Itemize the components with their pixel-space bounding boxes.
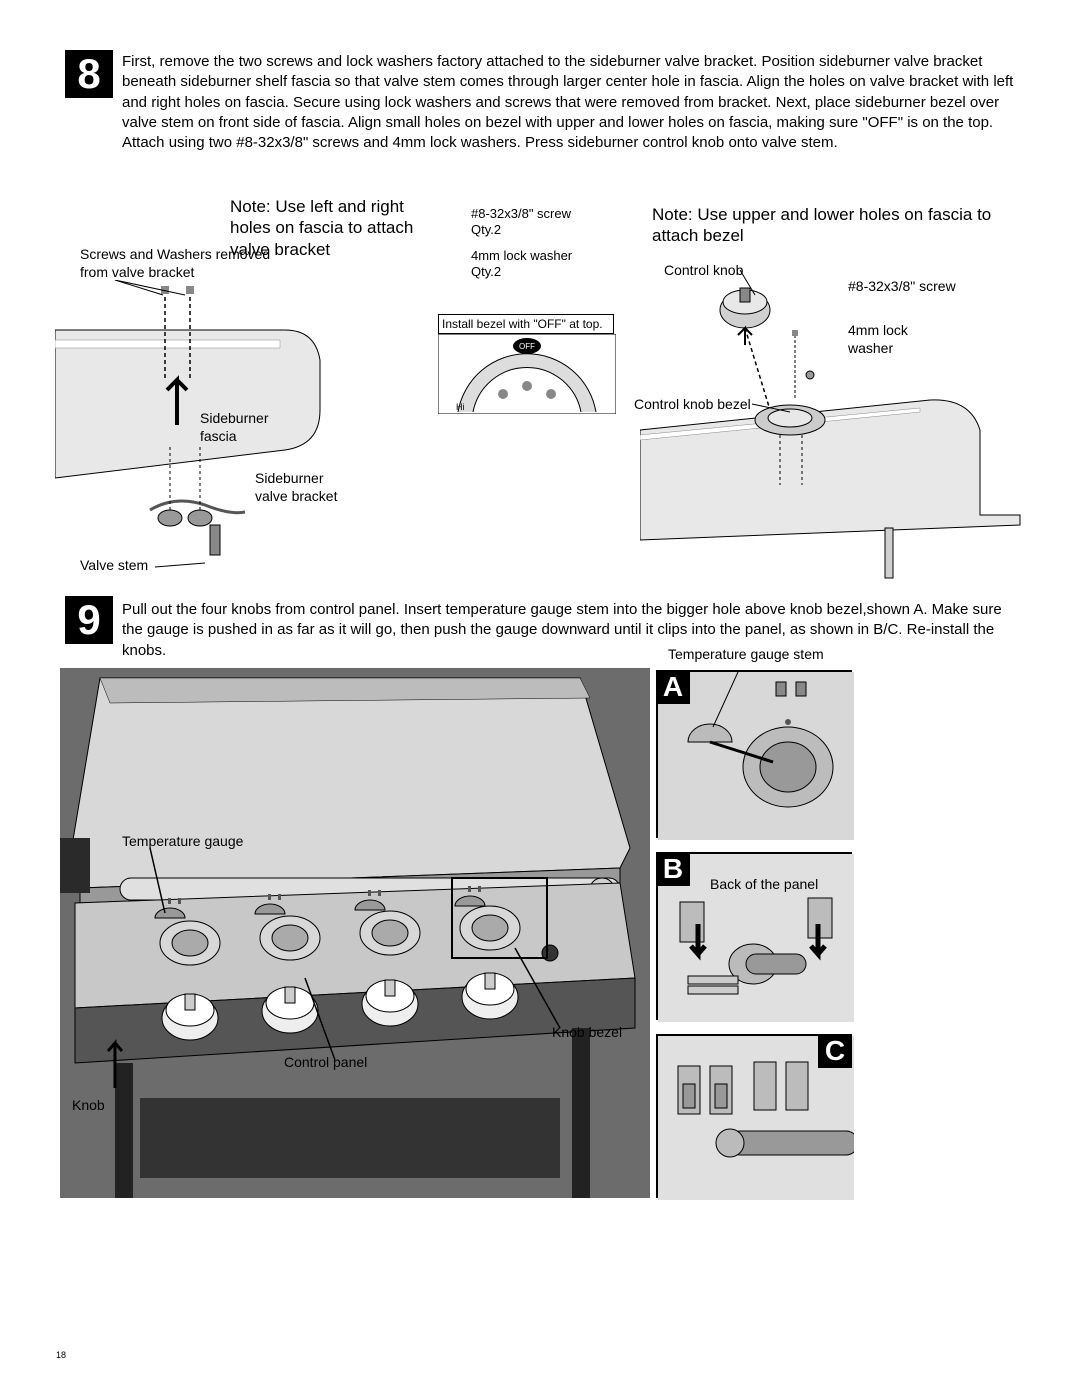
step-9-instruction: Pull out the four knobs from control pan… (122, 600, 1022, 661)
step-9-number: 9 (65, 596, 113, 644)
label-install-bezel: Install bezel with "OFF" at top. (438, 314, 614, 334)
label-sideburner-valve-bracket: Sideburner valve bracket (255, 470, 355, 505)
panel-a-letter: A (656, 670, 690, 704)
step-8-instruction: First, remove the two screws and lock wa… (122, 52, 1022, 153)
label-screws-washers: Screws and Washers removed from valve br… (80, 246, 280, 281)
page-number: 18 (56, 1350, 66, 1360)
svg-text:Hi: Hi (456, 402, 465, 412)
label-temp-gauge-stem: Temperature gauge stem (668, 646, 824, 664)
label-back-of-panel: Back of the panel (710, 876, 818, 894)
svg-text:OFF: OFF (519, 342, 535, 351)
panel-b-letter: B (656, 852, 690, 886)
label-sideburner-fascia: Sideburner fascia (200, 410, 300, 445)
label-control-knob: Control knob (664, 262, 743, 280)
step-8-number: 8 (65, 50, 113, 98)
label-control-panel: Control panel (284, 1054, 367, 1072)
label-screw-spec2: #8-32x3/8" screw (848, 278, 956, 296)
label-qty2a: Qty.2 (471, 222, 501, 238)
label-screw-spec: #8-32x3/8" screw (471, 206, 571, 222)
label-knob-bezel: Knob bezel (552, 1024, 622, 1042)
label-lock-washer-spec: 4mm lock washer (471, 248, 572, 264)
panel-c-letter: C (818, 1034, 852, 1068)
diagram-control-knob-assembly (640, 280, 1040, 580)
diagram-grill-main (60, 668, 650, 1198)
label-knob: Knob (72, 1097, 105, 1115)
label-temp-gauge: Temperature gauge (122, 833, 243, 851)
label-valve-stem: Valve stem (80, 557, 148, 575)
diagram-bezel: OFF Hi (438, 334, 616, 414)
label-control-knob-bezel: Control knob bezel (634, 396, 751, 414)
label-qty2b: Qty.2 (471, 264, 501, 280)
label-lock-washer-spec2: 4mm lock washer (848, 322, 938, 357)
step-8-note-right: Note: Use upper and lower holes on fasci… (652, 204, 1012, 247)
